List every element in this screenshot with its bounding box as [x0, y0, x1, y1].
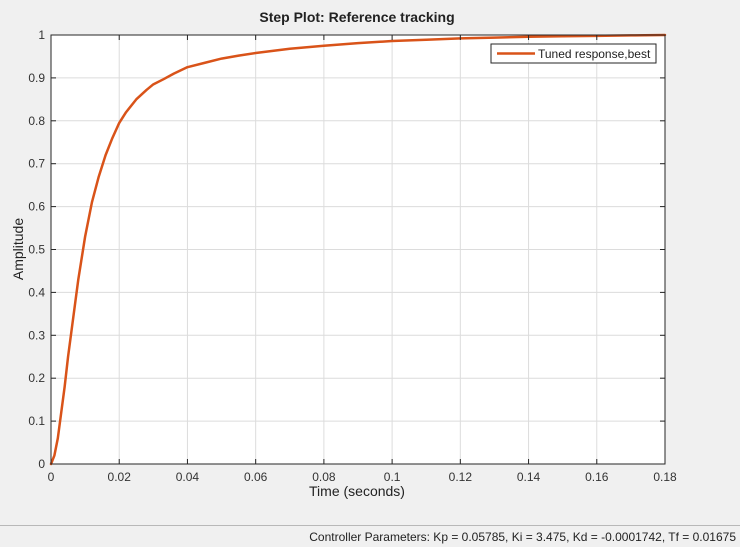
x-tick-label: 0	[48, 470, 55, 484]
figure: 0 0.02 0.04 0.06 0.08 0.1 0.12 0.14 0.16 0.18 0 0.1…	[10, 9, 677, 499]
y-tick-label: 0.1	[28, 414, 45, 428]
y-tick-label: 0.8	[28, 114, 45, 128]
y-tick-label: 0.6	[28, 200, 45, 214]
grid-lines	[51, 35, 665, 464]
chart-title: Step Plot: Reference tracking	[259, 9, 454, 25]
y-tick-label: 0.9	[28, 71, 45, 85]
x-tick-label: 0.18	[653, 470, 677, 484]
y-tick-label: 0.3	[28, 328, 45, 342]
y-tick-label: 0.7	[28, 157, 45, 171]
legend[interactable]: Tuned response,best	[490, 43, 657, 64]
y-tick-label: 0.2	[28, 371, 45, 385]
series-layer	[49, 33, 667, 466]
controller-parameters-text: Controller Parameters: Kp = 0.05785, Ki …	[309, 530, 736, 544]
x-tick-label: 0.14	[517, 470, 541, 484]
y-tick-label: 0	[38, 457, 45, 471]
y-axis-label: Amplitude	[10, 218, 26, 280]
y-tick-label: 0.4	[28, 285, 45, 299]
legend-entry-tuned-response: Tuned response,best	[538, 47, 651, 61]
x-tick-label: 0.04	[176, 470, 200, 484]
step-plot: 0 0.02 0.04 0.06 0.08 0.1 0.12 0.14 0.16 0.18 0 0.1…	[10, 9, 677, 499]
series-line-tuned-response	[49, 33, 667, 466]
x-axis-label: Time (seconds)	[309, 483, 405, 499]
x-tick-label: 0.16	[585, 470, 609, 484]
y-tick-label: 1	[38, 28, 45, 42]
x-tick-label: 0.08	[312, 470, 336, 484]
x-tick-label: 0.12	[449, 470, 473, 484]
y-tick-label: 0.5	[28, 243, 45, 257]
x-tick-label: 0.1	[384, 470, 401, 484]
tick-layer: 0 0.02 0.04 0.06 0.08 0.1 0.12 0.14 0.16 0.18 0 0.1…	[28, 28, 677, 484]
legend-box	[490, 43, 657, 64]
status-bar: Controller Parameters: Kp = 0.05785, Ki …	[0, 525, 740, 547]
x-tick-label: 0.02	[108, 470, 132, 484]
x-tick-label: 0.06	[244, 470, 268, 484]
